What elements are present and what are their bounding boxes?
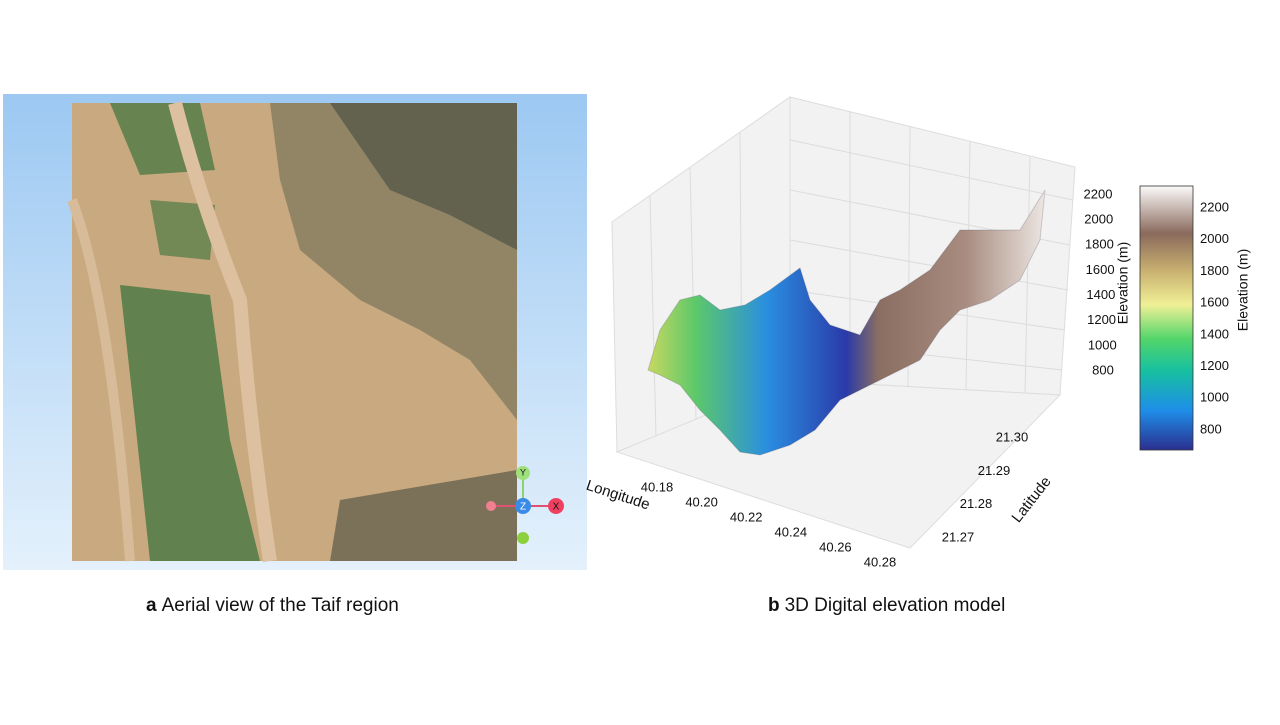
caption-b: b 3D Digital elevation model — [768, 595, 1005, 616]
x-tick-label: 40.22 — [730, 509, 763, 524]
colorbar-tick-label: 1600 — [1200, 295, 1229, 310]
y-tick-label: 21.30 — [996, 429, 1029, 444]
z-tick-label: 1200 — [1087, 312, 1116, 327]
caption-text: Aerial view of the Taif region — [162, 595, 399, 616]
axis-ticks: 40.18 40.20 40.22 40.24 40.26 40.28 21.27 21.28… — [641, 186, 1229, 569]
z-tick-label: 1800 — [1085, 237, 1114, 252]
x-tick-label: 40.28 — [864, 554, 897, 569]
y-tick-label: 21.27 — [942, 529, 975, 544]
x-tick-label: 40.26 — [819, 539, 852, 554]
gizmo-label: X — [553, 502, 560, 513]
colorbar-tick-label: 1400 — [1200, 326, 1229, 341]
z-tick-label: 1600 — [1086, 262, 1115, 277]
y-tick-label: 21.29 — [978, 463, 1011, 478]
colorbar-tick-label: 800 — [1200, 421, 1222, 436]
z-tick-label: 1000 — [1088, 337, 1117, 352]
colorbar-tick-label: 2000 — [1200, 231, 1229, 246]
z-axis-label: Elevation (m) — [1115, 242, 1131, 324]
x-tick-label: 40.20 — [685, 494, 718, 509]
axis-gizmo: Y Z X — [486, 466, 564, 544]
colorbar-tick-label: 1200 — [1200, 358, 1229, 373]
gizmo-label: Z — [520, 502, 526, 513]
z-tick-label: 2000 — [1084, 212, 1113, 227]
panel-label: b — [768, 595, 780, 616]
panel-label: a — [146, 595, 157, 616]
x-tick-label: 40.18 — [641, 479, 674, 494]
colorbar-tick-label: 2200 — [1200, 199, 1229, 214]
gizmo-label: Y — [520, 467, 526, 477]
z-tick-label: 800 — [1092, 362, 1114, 377]
colorbar-tick-label: 1000 — [1200, 390, 1229, 405]
caption-a: a Aerial view of the Taif region — [146, 595, 399, 616]
aerial-image — [67, 101, 517, 563]
y-axis-label: Latitude — [1008, 473, 1054, 526]
z-tick-label: 2200 — [1084, 186, 1113, 201]
colorbar-label: Elevation (m) — [1235, 249, 1251, 331]
y-tick-label: 21.28 — [960, 496, 993, 511]
elevation-surface — [647, 189, 1046, 456]
caption-text: 3D Digital elevation model — [785, 595, 1006, 616]
x-tick-label: 40.24 — [775, 524, 808, 539]
colorbar-tick-label: 1800 — [1200, 263, 1229, 278]
colorbar — [1139, 185, 1194, 451]
z-tick-label: 1400 — [1086, 287, 1115, 302]
